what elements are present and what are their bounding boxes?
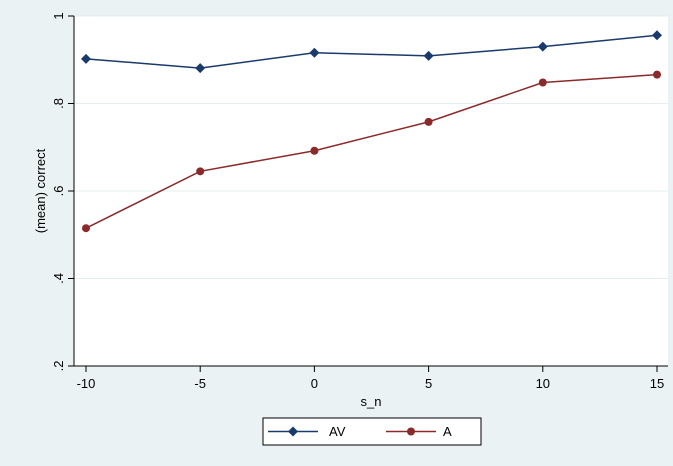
x-tick-label: -10 [77, 376, 96, 391]
data-point-av [81, 53, 91, 64]
y-tick-label: .4 [51, 273, 66, 284]
legend-marker-a [407, 427, 415, 436]
legend: AV A [262, 417, 482, 446]
data-series [81, 30, 662, 233]
legend-label-a: A [443, 424, 452, 439]
legend-marker-av [288, 426, 298, 437]
x-tick-label: 15 [650, 376, 664, 391]
legend-label-av: AV [329, 424, 346, 439]
data-point-a [196, 167, 205, 176]
x-axis-title: s_n [361, 394, 382, 409]
data-point-av [309, 47, 320, 58]
data-point-av [537, 41, 548, 52]
series-av [81, 30, 662, 74]
data-point-a [653, 70, 661, 79]
x-tick-label: -5 [194, 376, 206, 391]
data-point-av [652, 30, 662, 41]
data-point-a [424, 117, 433, 126]
y-axis-ticks: .2 .4 .6 .8 1 [51, 12, 74, 371]
y-tick-label: .6 [51, 186, 66, 197]
y-axis-title: (mean) correct [33, 148, 48, 233]
x-tick-label: 10 [536, 376, 550, 391]
series-line-a [85, 73, 658, 229]
data-point-av [423, 50, 434, 61]
y-tick-label: .2 [51, 361, 66, 372]
x-tick-label: 0 [311, 376, 318, 391]
x-tick-label: 5 [425, 376, 432, 391]
data-point-a [538, 78, 547, 87]
y-tick-label: 1 [51, 12, 66, 19]
data-point-a [310, 146, 319, 155]
series-a [82, 70, 661, 233]
y-tick-label: .8 [51, 98, 66, 109]
series-line-av [85, 34, 658, 69]
x-axis-ticks: -10 -5 0 5 10 15 [77, 366, 664, 391]
data-point-av [195, 63, 206, 74]
data-point-a [82, 224, 90, 233]
